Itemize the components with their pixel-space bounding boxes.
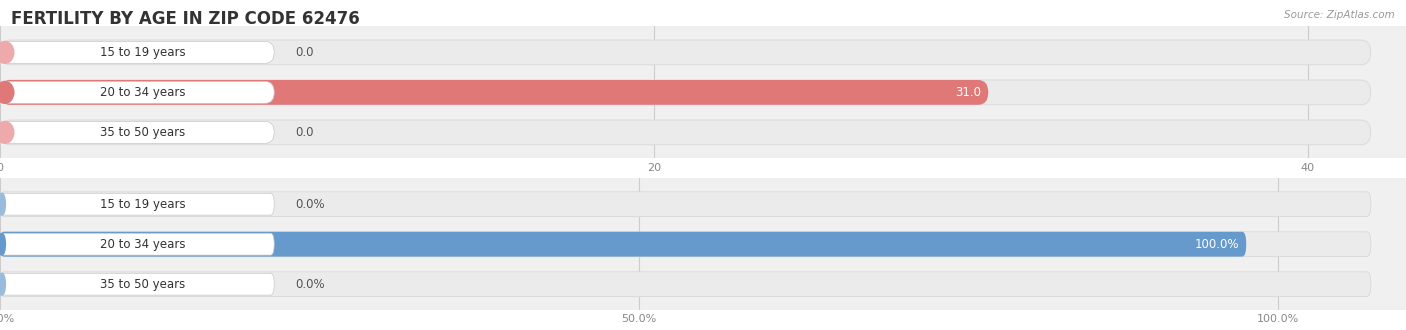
Text: 0.0%: 0.0%: [295, 198, 325, 211]
FancyBboxPatch shape: [0, 232, 1246, 257]
Circle shape: [0, 193, 6, 215]
Text: 35 to 50 years: 35 to 50 years: [100, 126, 186, 139]
FancyBboxPatch shape: [0, 82, 274, 103]
Text: 0.0: 0.0: [295, 126, 314, 139]
FancyBboxPatch shape: [0, 40, 1371, 65]
Text: Source: ZipAtlas.com: Source: ZipAtlas.com: [1284, 10, 1395, 20]
Circle shape: [0, 121, 14, 143]
Text: 31.0: 31.0: [955, 86, 981, 99]
Text: FERTILITY BY AGE IN ZIP CODE 62476: FERTILITY BY AGE IN ZIP CODE 62476: [11, 10, 360, 28]
Circle shape: [0, 233, 6, 255]
Text: 15 to 19 years: 15 to 19 years: [100, 198, 186, 211]
Text: 0.0%: 0.0%: [295, 278, 325, 291]
FancyBboxPatch shape: [0, 272, 1371, 297]
FancyBboxPatch shape: [0, 121, 274, 143]
FancyBboxPatch shape: [0, 192, 1371, 216]
FancyBboxPatch shape: [0, 232, 1371, 257]
FancyBboxPatch shape: [0, 42, 274, 63]
Circle shape: [0, 82, 14, 103]
Text: 15 to 19 years: 15 to 19 years: [100, 46, 186, 59]
FancyBboxPatch shape: [0, 80, 1371, 105]
FancyBboxPatch shape: [0, 193, 274, 215]
FancyBboxPatch shape: [0, 120, 1371, 145]
Circle shape: [0, 273, 6, 295]
FancyBboxPatch shape: [0, 273, 274, 295]
Text: 0.0: 0.0: [295, 46, 314, 59]
Circle shape: [0, 42, 14, 63]
Text: 20 to 34 years: 20 to 34 years: [100, 238, 186, 251]
Text: 20 to 34 years: 20 to 34 years: [100, 86, 186, 99]
Text: 35 to 50 years: 35 to 50 years: [100, 278, 186, 291]
FancyBboxPatch shape: [0, 233, 274, 255]
FancyBboxPatch shape: [0, 80, 988, 105]
Text: 100.0%: 100.0%: [1195, 238, 1239, 251]
